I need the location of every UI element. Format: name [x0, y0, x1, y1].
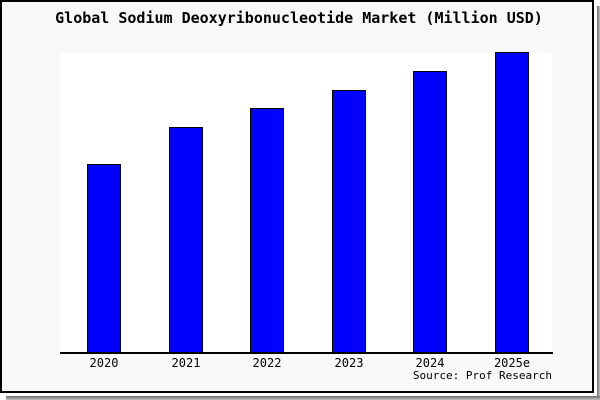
x-axis-labels: 2020 2021 2022 2023 2024 2025e [60, 356, 552, 370]
bar-2022 [250, 108, 284, 353]
chart-frame: Global Sodium Deoxyribonucleotide Market… [0, 0, 594, 393]
plot-area [60, 52, 552, 353]
frame-shadow-right [597, 6, 600, 400]
x-tick-label-2020: 2020 [89, 356, 119, 370]
bar-2024 [413, 71, 447, 353]
x-tick-label-2022: 2022 [252, 356, 282, 370]
source-note: Source: Prof Research [412, 369, 552, 382]
bar-2021 [169, 127, 203, 353]
bar-2020 [87, 164, 121, 353]
x-tick-label-2023: 2023 [334, 356, 364, 370]
x-tick-label-2021: 2021 [171, 356, 201, 370]
x-tick-label-2024: 2024 [415, 356, 445, 370]
chart-title: Global Sodium Deoxyribonucleotide Market… [55, 9, 543, 27]
x-tick-label-2025e: 2025e [493, 356, 531, 370]
bar-2025e [495, 52, 529, 353]
frame-shadow-bottom [6, 396, 600, 400]
x-axis-line [60, 352, 553, 354]
bar-2023 [332, 90, 366, 353]
